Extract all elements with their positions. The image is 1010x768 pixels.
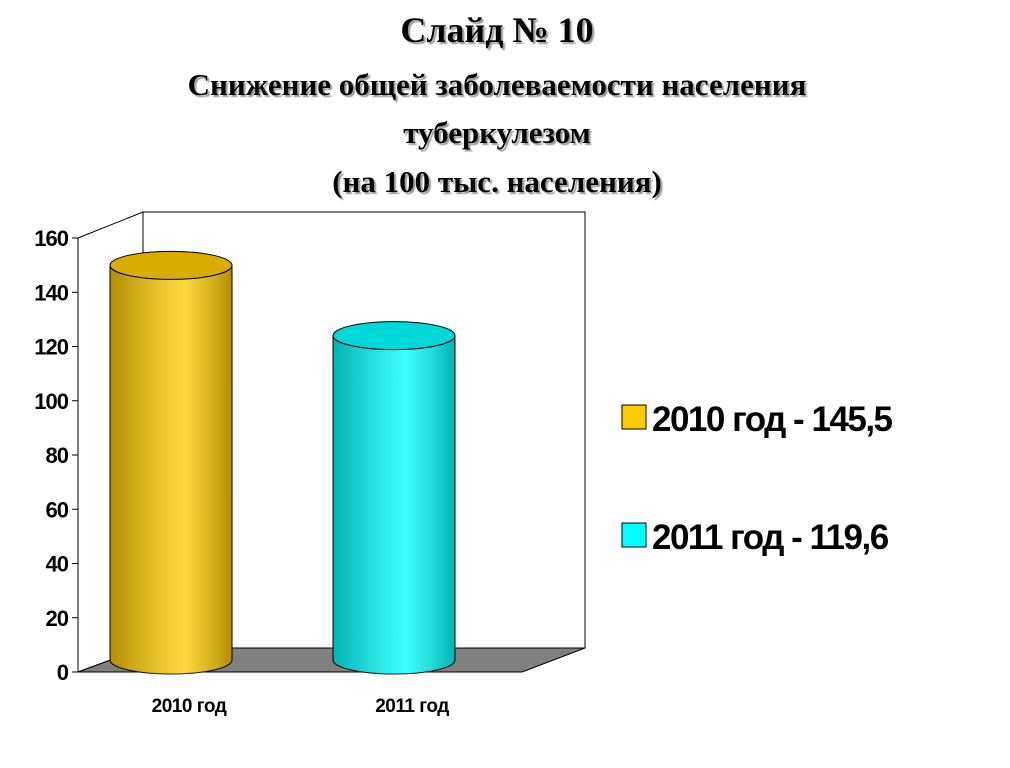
y-tick-label: 140 [34, 280, 68, 305]
y-tick-label: 80 [46, 443, 69, 468]
legend-swatch [621, 404, 647, 430]
bar-shading [333, 335, 455, 674]
y-tick-label: 20 [46, 606, 69, 631]
chart-subtitle: (на 100 тыс. населения) [332, 164, 662, 199]
bar-top [332, 321, 456, 351]
y-tick-label: 160 [34, 226, 68, 251]
legend-swatch [621, 522, 647, 548]
bar-top [109, 250, 233, 280]
y-tick-label: 40 [46, 552, 69, 577]
y-tick-label: 100 [34, 389, 68, 414]
y-tick-label: 120 [34, 335, 68, 360]
chart-title: Слайд № 10 [400, 10, 593, 50]
y-tick-label: 60 [46, 497, 69, 522]
legend-label: 2011 год - 119,6 [652, 518, 889, 557]
chart-subtitle: туберкулезом [403, 115, 591, 150]
x-tick-label: 2011 год [375, 696, 449, 717]
chart-subtitle: Снижение общей заболеваемости населения [188, 67, 807, 102]
bar-shading [110, 265, 232, 674]
y-tick-label: 0 [57, 660, 69, 685]
x-tick-label: 2010 год [152, 696, 227, 717]
legend-label: 2010 год - 145,5 [652, 400, 893, 439]
